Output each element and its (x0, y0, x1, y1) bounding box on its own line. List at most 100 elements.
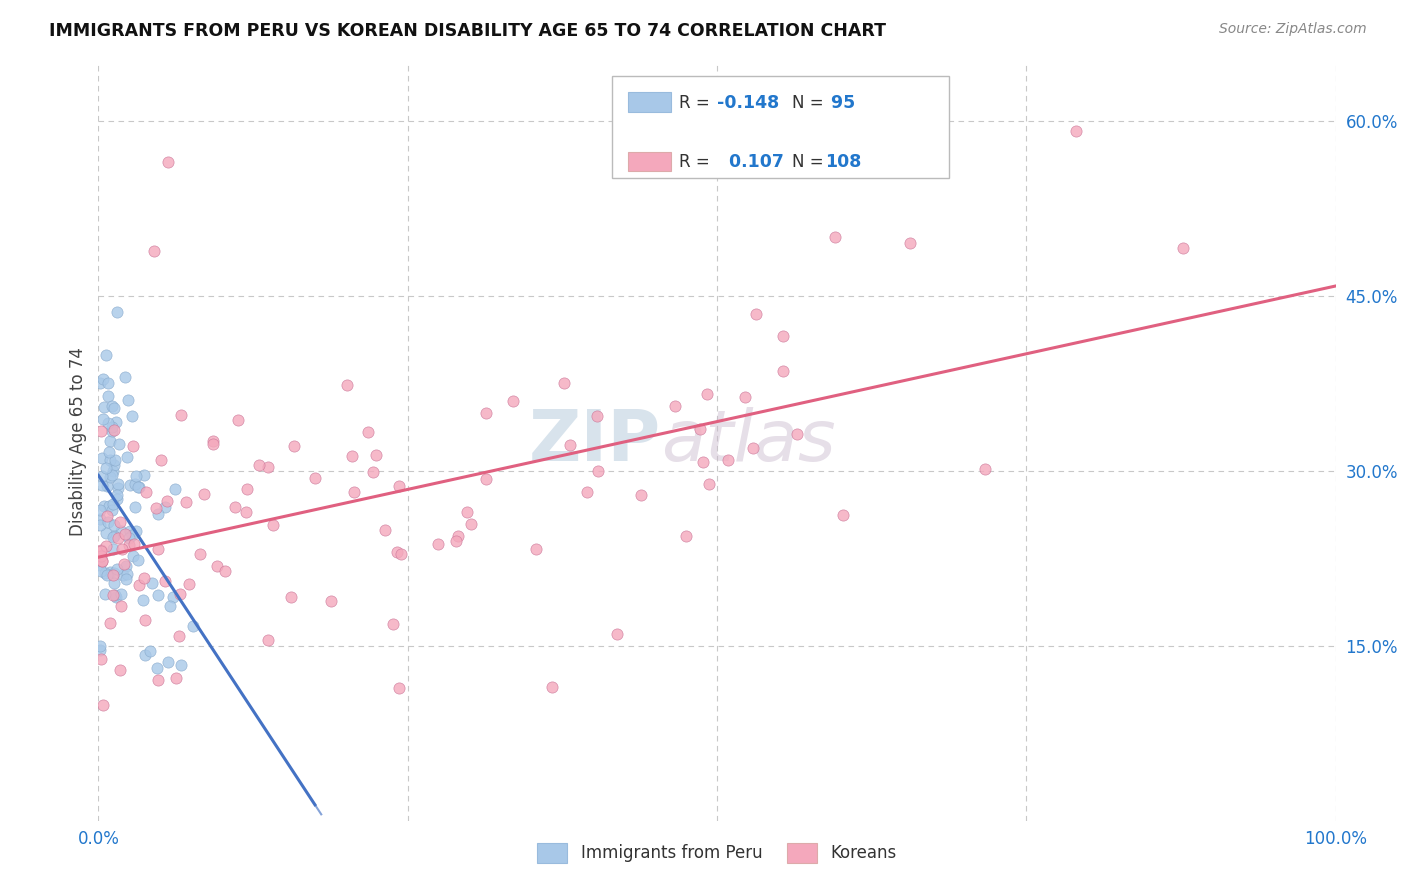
Point (98, 470, 121, 484)
Point (696, 387, 718, 401)
Point (98, 615, 121, 630)
Point (283, 439, 305, 453)
Point (97, 417, 120, 431)
Point (772, 328, 794, 343)
Point (124, 476, 146, 491)
Point (94, 539, 117, 553)
Point (103, 458, 125, 473)
Legend: Immigrants from Peru, Koreans: Immigrants from Peru, Koreans (530, 837, 904, 869)
Point (91, 468, 114, 483)
Point (108, 437, 131, 451)
Point (786, 426, 808, 441)
Point (675, 528, 697, 542)
Point (114, 527, 136, 541)
Point (117, 393, 139, 408)
Point (205, 558, 228, 573)
Point (553, 376, 575, 390)
Point (134, 648, 156, 662)
Point (132, 468, 155, 483)
Point (111, 542, 134, 557)
Point (235, 505, 257, 519)
Point (336, 377, 359, 392)
Point (89, 376, 111, 390)
Point (692, 455, 714, 469)
Point (141, 576, 163, 591)
Point (741, 441, 763, 455)
Point (104, 591, 127, 605)
Point (89, 643, 111, 657)
Point (153, 500, 176, 515)
Point (96, 461, 118, 475)
Point (342, 449, 364, 463)
Point (96, 479, 118, 493)
Point (121, 528, 143, 542)
Point (94, 587, 117, 601)
Point (108, 663, 131, 677)
Point (188, 547, 211, 561)
Point (363, 465, 385, 479)
Point (89, 639, 111, 653)
Point (167, 628, 190, 642)
Y-axis label: Disability Age 65 to 74: Disability Age 65 to 74 (69, 347, 87, 536)
Point (96, 568, 118, 582)
Point (132, 593, 155, 607)
Point (103, 464, 125, 478)
Point (560, 438, 582, 452)
Point (426, 536, 449, 550)
Point (90, 424, 112, 438)
Point (772, 364, 794, 378)
Point (90, 651, 112, 665)
Point (98, 565, 121, 579)
Point (824, 229, 846, 244)
Point (588, 464, 610, 478)
Point (122, 439, 145, 453)
Point (374, 524, 396, 538)
Point (249, 458, 271, 473)
Point (475, 472, 498, 486)
Point (162, 591, 184, 605)
Point (101, 497, 124, 511)
Point (169, 587, 191, 601)
Point (165, 671, 187, 685)
Point (93, 499, 115, 513)
Point (343, 484, 366, 499)
Point (134, 613, 156, 627)
Point (91, 698, 114, 712)
Point (105, 487, 128, 501)
Point (101, 589, 124, 603)
Point (125, 468, 148, 483)
Point (1064, 124, 1087, 138)
Point (165, 482, 187, 496)
Point (110, 599, 132, 613)
Point (1171, 241, 1194, 255)
Point (159, 599, 181, 614)
Point (103, 566, 125, 580)
Point (104, 589, 127, 603)
Point (387, 479, 409, 493)
Text: Source: ZipAtlas.com: Source: ZipAtlas.com (1219, 22, 1367, 37)
Point (146, 673, 169, 687)
Point (100, 503, 122, 517)
Point (181, 619, 204, 633)
Text: -0.148: -0.148 (717, 94, 779, 112)
Point (97, 389, 120, 403)
Point (98, 434, 121, 448)
Text: R =: R = (679, 153, 716, 171)
Point (91, 451, 114, 466)
Point (101, 567, 124, 582)
Point (103, 576, 125, 591)
Point (90, 564, 112, 578)
Point (156, 154, 179, 169)
Point (97, 515, 120, 529)
Point (460, 517, 482, 532)
Point (96, 376, 118, 390)
Point (114, 559, 136, 574)
Point (280, 590, 302, 604)
Point (456, 505, 478, 519)
Point (103, 518, 125, 533)
Point (364, 448, 387, 462)
Point (104, 453, 127, 467)
Point (214, 564, 236, 578)
Text: N =: N = (792, 153, 828, 171)
Point (107, 482, 129, 496)
